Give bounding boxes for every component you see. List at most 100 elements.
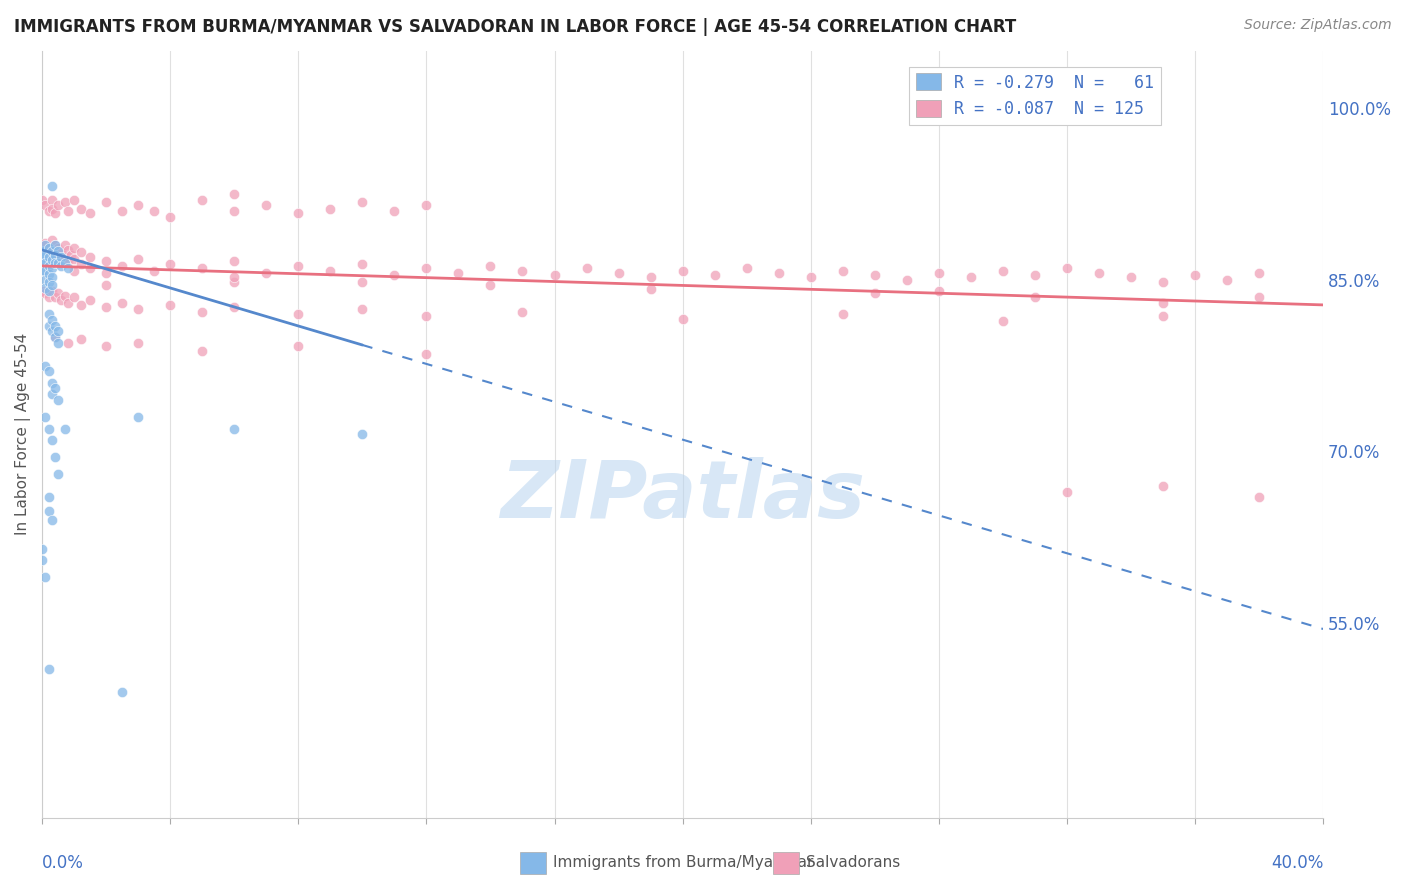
Point [46, 255, 69, 269]
Point [34, 263, 56, 277]
Point [41, 253, 63, 268]
Point [38, 504, 60, 518]
Point [512, 263, 534, 277]
Point [38, 307, 60, 321]
Point [127, 335, 149, 350]
Point [287, 206, 309, 220]
Point [46, 286, 69, 301]
Point [53, 194, 76, 209]
Point [44, 206, 66, 220]
Point [224, 300, 246, 314]
Point [41, 261, 63, 276]
Point [800, 270, 823, 285]
Text: 40.0%: 40.0% [1271, 854, 1323, 871]
Point [46, 335, 69, 350]
Point [53, 421, 76, 435]
Point [254, 198, 277, 212]
Point [191, 343, 214, 358]
Point [31, 193, 53, 207]
Point [928, 266, 950, 280]
Point [38, 284, 60, 298]
Point [46, 241, 69, 255]
Point [479, 278, 502, 293]
Point [928, 284, 950, 298]
Point [31, 553, 53, 567]
Point [44, 238, 66, 252]
Point [31, 284, 53, 298]
Point [224, 421, 246, 435]
Point [69, 298, 91, 312]
Text: ZIPatlas: ZIPatlas [501, 457, 865, 534]
Point [56, 204, 79, 219]
Point [38, 275, 60, 289]
Point [56, 335, 79, 350]
Point [479, 259, 502, 273]
Point [44, 290, 66, 304]
Point [38, 364, 60, 378]
Point [53, 255, 76, 269]
Point [59, 247, 82, 261]
Point [575, 261, 598, 276]
Point [607, 266, 630, 280]
Point [46, 198, 69, 212]
Point [44, 238, 66, 252]
Point [51, 293, 73, 308]
Point [703, 268, 725, 282]
Point [512, 305, 534, 319]
Point [111, 204, 134, 219]
Point [51, 244, 73, 258]
Point [63, 252, 86, 266]
Point [44, 318, 66, 333]
Point [38, 490, 60, 504]
Point [44, 330, 66, 344]
Point [34, 238, 56, 252]
Point [1249, 490, 1271, 504]
Point [96, 254, 118, 268]
Point [991, 314, 1014, 328]
Point [41, 324, 63, 338]
Point [53, 250, 76, 264]
Point [41, 387, 63, 401]
Point [41, 376, 63, 390]
Point [44, 382, 66, 396]
Point [191, 305, 214, 319]
Point [31, 263, 53, 277]
Point [224, 270, 246, 285]
Point [34, 359, 56, 373]
Point [1249, 290, 1271, 304]
Point [96, 278, 118, 293]
Point [127, 252, 149, 266]
Point [672, 263, 695, 277]
Point [41, 193, 63, 207]
Point [352, 194, 374, 209]
Point [254, 266, 277, 280]
Point [79, 250, 101, 264]
Point [640, 282, 662, 296]
Point [46, 324, 69, 338]
Point [31, 541, 53, 556]
Point [415, 198, 437, 212]
Point [1056, 261, 1078, 276]
Text: Salvadorans: Salvadorans [806, 855, 900, 870]
Point [1184, 268, 1206, 282]
Point [44, 255, 66, 269]
Point [384, 268, 406, 282]
Point [51, 259, 73, 273]
Point [38, 204, 60, 219]
Point [352, 427, 374, 442]
Point [34, 286, 56, 301]
Point [96, 300, 118, 314]
Point [224, 204, 246, 219]
Point [41, 513, 63, 527]
Point [1249, 266, 1271, 280]
Point [1152, 295, 1174, 310]
Point [768, 266, 790, 280]
Point [991, 263, 1014, 277]
Point [56, 254, 79, 268]
Point [63, 193, 86, 207]
Point [224, 275, 246, 289]
Point [69, 257, 91, 271]
Point [69, 202, 91, 216]
Point [41, 278, 63, 293]
Point [31, 244, 53, 258]
